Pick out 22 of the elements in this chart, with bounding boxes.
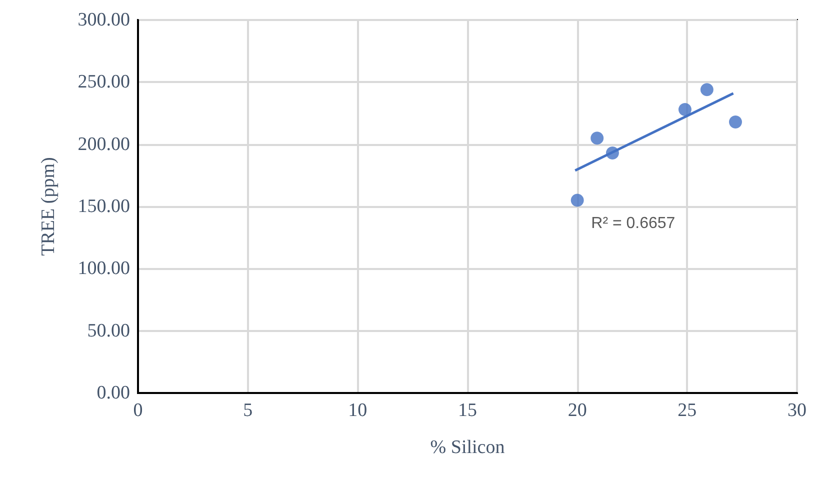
x-tick-label: 5 <box>243 400 253 421</box>
y-tick-label: 100.00 <box>78 258 130 280</box>
y-tick-label: 150.00 <box>78 196 130 217</box>
point <box>590 132 604 145</box>
x-tick-label: 0 <box>133 400 143 421</box>
point <box>570 194 584 207</box>
point <box>700 83 714 96</box>
y-tick-label: 200.00 <box>78 134 130 155</box>
y-tick-label: 300.00 <box>78 10 130 30</box>
point <box>729 115 742 128</box>
x-tick-label: 30 <box>788 400 806 421</box>
x-tick-label: 25 <box>678 400 697 421</box>
point <box>678 103 692 116</box>
annotation: R² = 0.6657 <box>591 214 676 232</box>
x-tick-label: 20 <box>568 400 587 421</box>
x-tick-label: 10 <box>348 400 368 421</box>
x-tick-label: 15 <box>458 400 477 421</box>
y-axis-title: TREE (ppm) <box>38 157 59 256</box>
y-tick-label: 250.00 <box>78 72 130 93</box>
x-axis-title: % Silicon <box>430 437 506 458</box>
y-tick-label: 50.00 <box>87 320 130 342</box>
y-tick-label: 0.00 <box>96 382 130 404</box>
